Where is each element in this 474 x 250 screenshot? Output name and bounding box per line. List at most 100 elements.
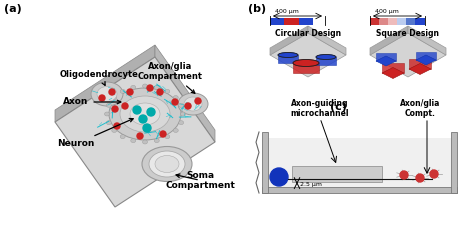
Polygon shape xyxy=(382,63,404,73)
Circle shape xyxy=(157,89,163,95)
Text: Square Design: Square Design xyxy=(376,29,439,38)
Bar xyxy=(270,18,284,25)
Polygon shape xyxy=(376,56,396,66)
Ellipse shape xyxy=(120,135,125,139)
Polygon shape xyxy=(416,55,436,65)
Polygon shape xyxy=(308,26,346,55)
Circle shape xyxy=(112,106,118,112)
Ellipse shape xyxy=(173,128,178,132)
Bar xyxy=(379,18,388,25)
Polygon shape xyxy=(55,45,155,122)
Circle shape xyxy=(147,85,153,91)
Bar xyxy=(262,187,457,193)
Bar xyxy=(370,18,379,25)
Ellipse shape xyxy=(181,112,185,116)
Polygon shape xyxy=(155,45,215,142)
Text: Axon/glia
Compartment: Axon/glia Compartment xyxy=(137,62,202,93)
Polygon shape xyxy=(409,64,431,74)
Ellipse shape xyxy=(91,82,123,106)
Circle shape xyxy=(109,89,115,95)
Ellipse shape xyxy=(112,96,117,100)
Ellipse shape xyxy=(165,135,170,139)
Circle shape xyxy=(185,103,191,109)
Bar xyxy=(284,18,299,25)
Text: Oligodendrocyte: Oligodendrocyte xyxy=(60,70,139,85)
Ellipse shape xyxy=(104,112,109,116)
Bar xyxy=(262,132,268,193)
Ellipse shape xyxy=(106,103,111,107)
Text: (c): (c) xyxy=(330,102,347,112)
Ellipse shape xyxy=(278,52,298,58)
Polygon shape xyxy=(55,57,215,207)
Ellipse shape xyxy=(173,96,178,100)
Circle shape xyxy=(143,124,151,132)
Circle shape xyxy=(195,98,201,104)
Ellipse shape xyxy=(178,93,208,115)
Ellipse shape xyxy=(143,84,147,88)
Text: Axon/glia
Compt.: Axon/glia Compt. xyxy=(400,98,440,118)
Ellipse shape xyxy=(293,60,319,66)
Polygon shape xyxy=(370,26,408,55)
Ellipse shape xyxy=(179,103,183,107)
Text: 400 μm: 400 μm xyxy=(275,9,299,14)
Ellipse shape xyxy=(154,85,159,89)
Circle shape xyxy=(400,171,408,179)
Ellipse shape xyxy=(112,128,117,132)
Polygon shape xyxy=(278,55,298,63)
Polygon shape xyxy=(270,26,308,55)
Ellipse shape xyxy=(143,140,147,144)
Text: 2.5 μm: 2.5 μm xyxy=(300,182,322,187)
Circle shape xyxy=(137,133,143,139)
Ellipse shape xyxy=(154,139,159,143)
Polygon shape xyxy=(382,68,404,78)
Ellipse shape xyxy=(130,103,160,125)
Circle shape xyxy=(270,168,288,186)
Text: Axon: Axon xyxy=(63,98,121,106)
Polygon shape xyxy=(376,53,396,61)
Ellipse shape xyxy=(106,121,111,125)
Circle shape xyxy=(114,123,120,129)
Polygon shape xyxy=(270,33,346,77)
Ellipse shape xyxy=(142,146,192,182)
Ellipse shape xyxy=(184,97,202,111)
Ellipse shape xyxy=(120,89,125,93)
Text: Circular Design: Circular Design xyxy=(275,29,341,38)
Text: (b): (b) xyxy=(248,4,266,14)
Bar xyxy=(451,132,457,193)
Ellipse shape xyxy=(131,85,136,89)
Ellipse shape xyxy=(109,88,181,140)
Ellipse shape xyxy=(120,96,170,132)
Circle shape xyxy=(172,99,178,105)
Circle shape xyxy=(147,108,155,116)
Text: 400 μm: 400 μm xyxy=(375,9,399,14)
Polygon shape xyxy=(316,57,336,65)
Text: Soma
Compartment: Soma Compartment xyxy=(165,170,235,190)
Polygon shape xyxy=(416,52,436,60)
Polygon shape xyxy=(293,63,319,73)
Circle shape xyxy=(416,174,424,182)
Bar xyxy=(397,18,406,25)
Bar xyxy=(406,18,415,25)
Ellipse shape xyxy=(179,121,183,125)
Polygon shape xyxy=(370,33,446,77)
Bar xyxy=(415,18,425,25)
Bar xyxy=(292,166,382,182)
Text: (a): (a) xyxy=(4,4,22,14)
Polygon shape xyxy=(409,59,431,69)
Polygon shape xyxy=(408,26,446,55)
Bar xyxy=(268,138,451,193)
Bar xyxy=(388,18,397,25)
Circle shape xyxy=(127,89,133,95)
Circle shape xyxy=(430,170,438,178)
Circle shape xyxy=(160,131,166,137)
Circle shape xyxy=(133,106,141,114)
Circle shape xyxy=(122,103,128,109)
Ellipse shape xyxy=(165,89,170,93)
Circle shape xyxy=(139,115,147,123)
Text: Neuron: Neuron xyxy=(57,118,133,148)
Ellipse shape xyxy=(316,54,336,60)
Ellipse shape xyxy=(155,156,179,172)
Bar xyxy=(299,18,313,25)
Ellipse shape xyxy=(97,86,117,102)
Ellipse shape xyxy=(149,151,185,177)
